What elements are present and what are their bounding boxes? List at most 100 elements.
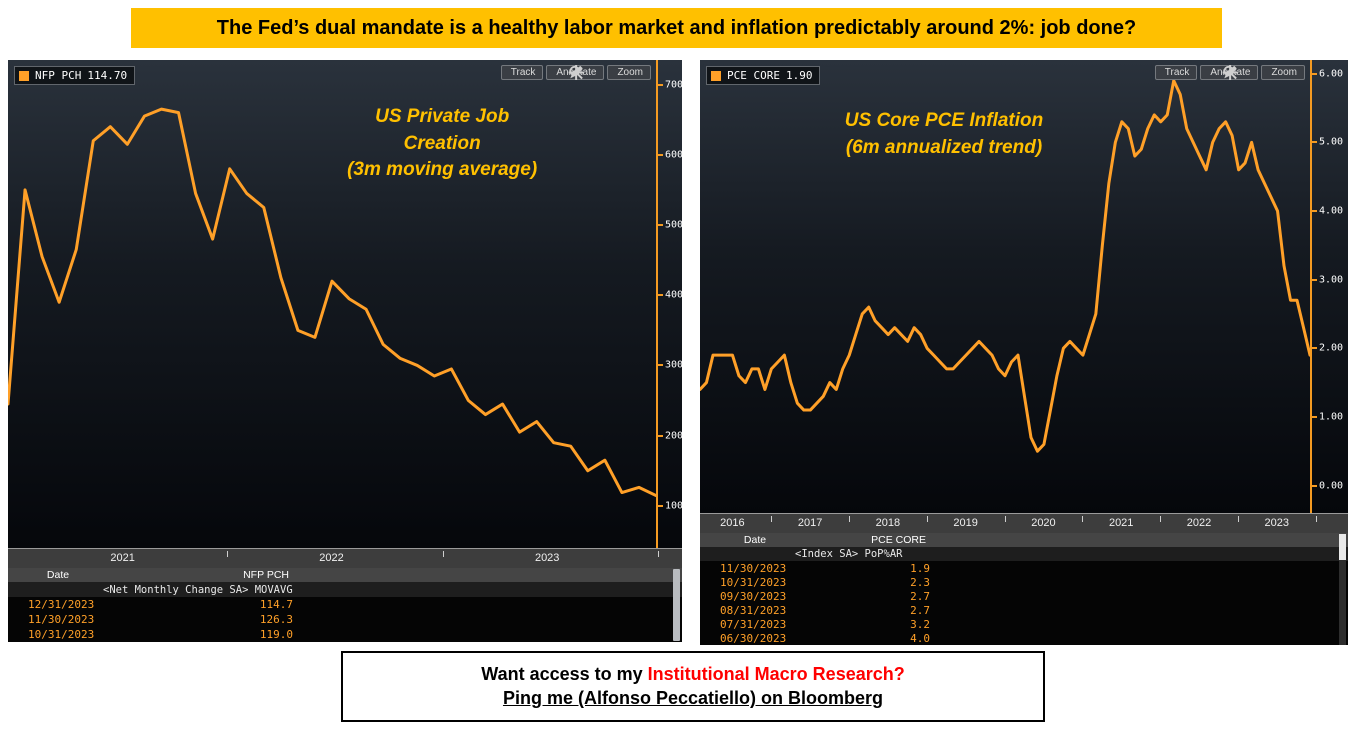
y-axis-tick-label: 1.00	[1319, 411, 1344, 423]
y-axis-tick-label: 2.00	[1319, 342, 1344, 354]
row-date: 11/30/2023	[720, 561, 787, 575]
annotate-button[interactable]: Annotate	[546, 65, 605, 80]
table-row: 08/31/2023 2.7	[700, 603, 1348, 617]
row-date: 07/31/2023	[720, 617, 787, 631]
jobs-table-scrollbar[interactable]	[673, 569, 680, 641]
jobs-table-subheader: <Net Monthly Change SA> MOVAVG	[8, 582, 682, 597]
y-axis-tick-label: 500	[665, 219, 684, 231]
row-value: 1.9	[910, 561, 930, 575]
table-row: 10/31/2023 119.0	[8, 627, 682, 642]
row-value: 126.3	[259, 613, 293, 626]
row-value: 3.2	[910, 617, 930, 631]
contact-banner: Want access to my Institutional Macro Re…	[341, 651, 1045, 722]
y-axis-tick	[1312, 209, 1317, 212]
annotate-button[interactable]: Annotate	[1200, 65, 1259, 80]
x-axis-tick	[442, 551, 444, 557]
y-axis-tick-label: 5.00	[1319, 136, 1344, 148]
x-axis-tick	[771, 516, 773, 522]
table-row: 10/31/2023 2.3	[700, 575, 1348, 589]
contact-line2: Ping me (Alfonso Peccatiello) on Bloombe…	[502, 688, 884, 708]
x-axis-year-label: 2018	[875, 517, 901, 529]
jobs-line-chart	[8, 60, 656, 548]
row-value: 2.7	[910, 603, 930, 617]
contact-line1-text: Want access to my	[481, 664, 648, 684]
zoom-label: Zoom	[1271, 67, 1297, 78]
y-axis-tick	[658, 224, 663, 226]
y-axis-tick	[658, 83, 663, 86]
y-axis-tick	[1312, 72, 1317, 75]
jobs-y-axis: 700 600 500 400 300 200 100	[656, 60, 684, 548]
row-value: 114.7	[259, 598, 293, 611]
table-row: 12/31/2023 114.7	[8, 597, 682, 612]
x-axis-year-label: 2022	[319, 552, 344, 564]
title-line1: US Core PCE Inflation	[844, 110, 1044, 131]
x-axis-tick	[1315, 516, 1317, 522]
y-axis-tick	[658, 153, 663, 156]
track-label: Track	[1164, 67, 1190, 78]
row-date: 10/31/2023	[28, 628, 95, 641]
series-last-value: 1.90	[785, 69, 813, 82]
y-axis-tick	[1312, 484, 1317, 487]
pce-plot-area[interactable]: PCE CORE 1.90 Track Annotate Zoom US Co	[700, 60, 1310, 513]
series-line	[700, 81, 1310, 452]
x-axis-tick	[227, 551, 229, 557]
x-axis-tick	[1004, 516, 1006, 522]
date-column-header: Date	[743, 534, 767, 546]
row-value: 2.3	[910, 575, 930, 589]
pce-table-subheader: <Index SA> PoP%AR	[700, 547, 1348, 561]
row-date: 12/31/2023	[28, 598, 95, 611]
scrollbar-thumb[interactable]	[1339, 534, 1346, 560]
row-date: 09/30/2023	[720, 589, 787, 603]
chart-toolbar: Track Annotate Zoom	[1154, 65, 1305, 80]
y-axis-tick-label: 600	[665, 149, 684, 161]
y-axis-tick	[1312, 347, 1317, 350]
x-axis-year-label: 2021	[110, 552, 135, 564]
row-value: 4.0	[910, 631, 930, 645]
y-axis-tick-label: 700	[665, 79, 684, 91]
pce-legend[interactable]: PCE CORE 1.90	[706, 66, 821, 85]
table-row: 09/30/2023 2.7	[700, 589, 1348, 603]
y-axis-tick-label: 0.00	[1319, 480, 1344, 492]
row-date: 10/31/2023	[720, 575, 787, 589]
chart-toolbar: Track Annotate Zoom	[500, 65, 651, 80]
series-last-value: 114.70	[87, 69, 128, 82]
title-line2: (3m moving average)	[347, 159, 538, 181]
zoom-button[interactable]: Zoom	[569, 65, 651, 80]
y-axis-tick	[1312, 415, 1317, 418]
y-axis-tick	[1312, 278, 1317, 281]
series-column-header: PCE CORE	[871, 534, 926, 546]
jobs-x-axis: 2021 2022 2023	[8, 548, 682, 568]
x-axis-tick	[1160, 516, 1162, 522]
title-line2: (6m annualized trend)	[845, 136, 1043, 158]
jobs-legend[interactable]: NFP PCH 114.70	[14, 66, 136, 85]
x-axis-year-label: 2017	[797, 517, 823, 529]
y-axis-tick	[658, 434, 663, 437]
zoom-label: Zoom	[617, 67, 643, 78]
contact-line1: Want access to my Institutional Macro Re…	[481, 664, 904, 685]
jobs-table-header: Date NFP PCH	[8, 568, 682, 582]
pce-table-body: 11/30/2023 1.9 10/31/2023 2.3 09/30/2023 2.7 0…	[700, 561, 1348, 645]
jobs-plot-area[interactable]: NFP PCH 114.70 Track Annotate Zoom US P	[8, 60, 656, 548]
y-axis-tick	[1312, 141, 1317, 144]
row-date: 08/31/2023	[720, 603, 787, 617]
y-axis-tick-label: 4.00	[1319, 205, 1344, 217]
table-row: 07/31/2023 3.2	[700, 617, 1348, 631]
zoom-button[interactable]: Zoom	[1223, 65, 1305, 80]
y-axis-tick-label: 200	[665, 430, 684, 442]
x-axis-year-label: 2022	[1186, 517, 1212, 529]
row-date: 06/30/2023	[720, 631, 787, 645]
pce-chart-title: US Core PCE Inflation (6m annualized tre…	[845, 108, 1043, 161]
x-axis-year-label: 2019	[953, 517, 978, 529]
x-axis-tick	[926, 516, 928, 522]
pce-plot-row: PCE CORE 1.90 Track Annotate Zoom US Co	[700, 60, 1348, 513]
headline-text: The Fed’s dual mandate is a healthy labo…	[216, 16, 1137, 39]
pce-table-scrollbar[interactable]	[1339, 534, 1346, 645]
y-axis-tick	[658, 504, 663, 507]
pce-table-header: Date PCE CORE	[700, 533, 1348, 547]
pce-chart-panel: PCE CORE 1.90 Track Annotate Zoom US Co	[700, 60, 1348, 645]
y-axis-tick-label: 400	[665, 289, 684, 301]
contact-line1-highlight: Institutional Macro Research?	[647, 664, 905, 684]
track-label: Track	[510, 67, 536, 78]
jobs-chart-title: US Private Job Creation (3m moving avera…	[335, 104, 549, 184]
series-column-header: NFP PCH	[243, 569, 289, 581]
